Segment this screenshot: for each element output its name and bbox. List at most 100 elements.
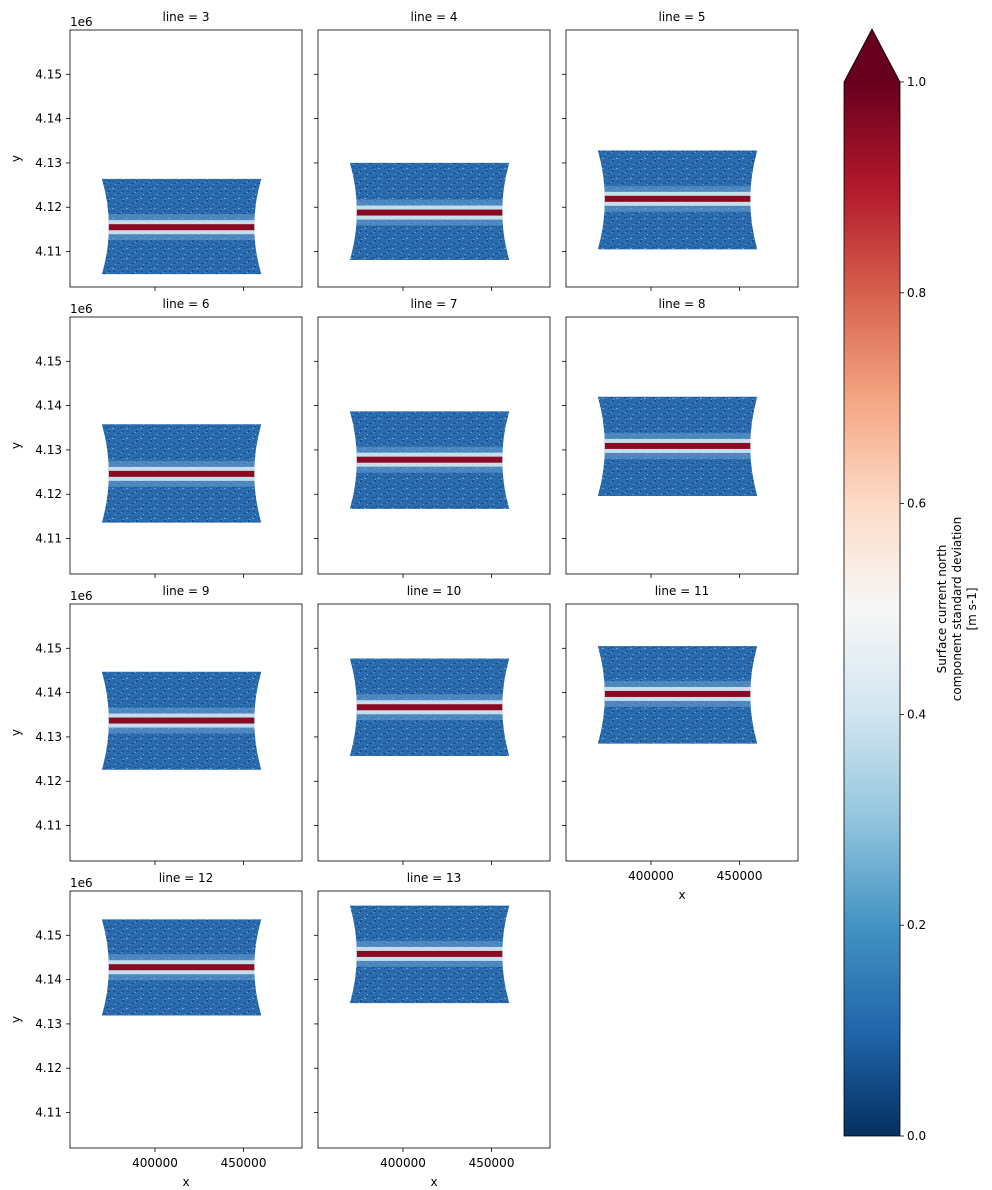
y-tick-label: 4.14 bbox=[35, 973, 62, 987]
y-tick-label: 4.12 bbox=[35, 1061, 62, 1075]
y-tick-label: 4.12 bbox=[35, 200, 62, 214]
axes-frame bbox=[317, 890, 551, 1149]
colorbar-tick-label: 0.0 bbox=[907, 1129, 926, 1143]
y-offset-label: 1e6 bbox=[70, 15, 93, 29]
heatmap-field bbox=[597, 150, 758, 250]
y-tick-label: 4.12 bbox=[35, 487, 62, 501]
stripe-peak bbox=[597, 442, 758, 449]
facet-title: line = 5 bbox=[659, 10, 706, 24]
y-tick-label: 4.15 bbox=[35, 67, 62, 81]
colorbar-gradient bbox=[844, 82, 900, 1136]
x-tick-label: 400000 bbox=[628, 869, 674, 883]
y-tick-label: 4.14 bbox=[35, 112, 62, 126]
facet-title: line = 11 bbox=[655, 584, 710, 598]
facet-panel: line = 6 4.11 4.12 4.13 4.14 4.15 1e6 y bbox=[9, 297, 303, 578]
axes-frame bbox=[565, 316, 799, 575]
y-tick-label: 4.11 bbox=[35, 532, 62, 546]
facet-panel: line = 9 4.11 4.12 4.13 4.14 4.15 1e6 y bbox=[9, 584, 303, 865]
y-tick-label: 4.14 bbox=[35, 686, 62, 700]
y-tick-label: 4.11 bbox=[35, 245, 62, 259]
facet-panel: line = 8 bbox=[562, 297, 799, 578]
colorbar-outline bbox=[843, 28, 901, 1137]
heatmap-field bbox=[349, 162, 510, 260]
facet-panel: line = 11 400000 450000 x bbox=[562, 584, 799, 902]
colorbar: 0.0 0.2 0.4 0.6 0.8 1.0 Surface current northc… bbox=[843, 28, 979, 1143]
facet-panel: line = 12 400000 450000 x 4.11 4.12 4.13 4.14 4.… bbox=[9, 871, 303, 1189]
axes-frame bbox=[69, 316, 303, 575]
facet-panel: line = 13 400000 450000 x bbox=[314, 871, 551, 1189]
heatmap-field bbox=[101, 919, 262, 1016]
y-axis-label: y bbox=[9, 442, 23, 449]
facet-grid: line = 3 4.11 4.12 4.13 4.14 4.15 1e6 y line = 4… bbox=[9, 10, 799, 1189]
heatmap-field bbox=[101, 178, 262, 275]
x-tick-label: 400000 bbox=[380, 1156, 426, 1170]
stripe-peak bbox=[101, 224, 262, 231]
facet-title: line = 6 bbox=[163, 297, 210, 311]
stripe-peak bbox=[349, 209, 510, 216]
x-tick-label: 400000 bbox=[132, 1156, 178, 1170]
y-axis-label: y bbox=[9, 155, 23, 162]
x-axis-label: x bbox=[182, 1175, 189, 1189]
y-offset-label: 1e6 bbox=[70, 876, 93, 890]
stripe-peak bbox=[349, 950, 510, 957]
facet-title: line = 13 bbox=[407, 871, 462, 885]
y-tick-label: 4.11 bbox=[35, 819, 62, 833]
heatmap-field bbox=[349, 658, 510, 756]
stripe-peak bbox=[597, 690, 758, 697]
heatmap-field bbox=[597, 646, 758, 744]
heatmap-field bbox=[101, 424, 262, 523]
axes-frame bbox=[69, 29, 303, 288]
facet-title: line = 4 bbox=[411, 10, 458, 24]
colorbar-label-line: [m s-1] bbox=[965, 587, 979, 630]
facet-title: line = 10 bbox=[407, 584, 462, 598]
facet-panel: line = 3 4.11 4.12 4.13 4.14 4.15 1e6 y bbox=[9, 10, 303, 291]
facet-panel: line = 10 bbox=[314, 584, 551, 865]
x-axis-label: x bbox=[678, 888, 685, 902]
facet-title: line = 8 bbox=[659, 297, 706, 311]
facet-title: line = 12 bbox=[159, 871, 214, 885]
facet-title: line = 7 bbox=[411, 297, 458, 311]
stripe-peak bbox=[597, 195, 758, 202]
axes-frame bbox=[69, 603, 303, 862]
colorbar-tick-label: 0.6 bbox=[907, 497, 926, 511]
colorbar-tick-label: 1.0 bbox=[907, 75, 926, 89]
x-tick-label: 450000 bbox=[717, 869, 763, 883]
colorbar-tick-label: 0.8 bbox=[907, 286, 926, 300]
stripe-peak bbox=[101, 964, 262, 971]
stripe-peak bbox=[349, 456, 510, 463]
y-axis-label: y bbox=[9, 1016, 23, 1023]
y-tick-label: 4.11 bbox=[35, 1106, 62, 1120]
y-tick-label: 4.15 bbox=[35, 641, 62, 655]
heatmap-field bbox=[597, 396, 758, 497]
colorbar-label-line: component standard deviation bbox=[950, 517, 964, 702]
colorbar-label-line: Surface current north bbox=[935, 545, 949, 674]
heatmap-field bbox=[101, 671, 262, 770]
axes-frame bbox=[565, 29, 799, 288]
axes-frame bbox=[565, 603, 799, 862]
facet-panel: line = 5 bbox=[562, 10, 799, 291]
facet-title: line = 3 bbox=[163, 10, 210, 24]
facet-panel: line = 4 bbox=[314, 10, 551, 291]
y-tick-label: 4.13 bbox=[35, 443, 62, 457]
axes-frame bbox=[69, 890, 303, 1149]
x-tick-label: 450000 bbox=[469, 1156, 515, 1170]
y-tick-label: 4.14 bbox=[35, 399, 62, 413]
y-offset-label: 1e6 bbox=[70, 302, 93, 316]
y-tick-label: 4.13 bbox=[35, 1017, 62, 1031]
y-tick-label: 4.13 bbox=[35, 730, 62, 744]
colorbar-label: Surface current northcomponent standard … bbox=[935, 517, 979, 702]
axes-frame bbox=[317, 29, 551, 288]
colorbar-extend-arrow bbox=[844, 29, 900, 82]
y-tick-label: 4.15 bbox=[35, 928, 62, 942]
colorbar-tick-label: 0.4 bbox=[907, 707, 926, 721]
heatmap-field bbox=[349, 411, 510, 509]
y-offset-label: 1e6 bbox=[70, 589, 93, 603]
y-tick-label: 4.12 bbox=[35, 774, 62, 788]
x-tick-label: 450000 bbox=[221, 1156, 267, 1170]
stripe-peak bbox=[349, 704, 510, 711]
y-axis-label: y bbox=[9, 729, 23, 736]
x-axis-label: x bbox=[430, 1175, 437, 1189]
y-tick-label: 4.15 bbox=[35, 354, 62, 368]
stripe-peak bbox=[101, 717, 262, 724]
